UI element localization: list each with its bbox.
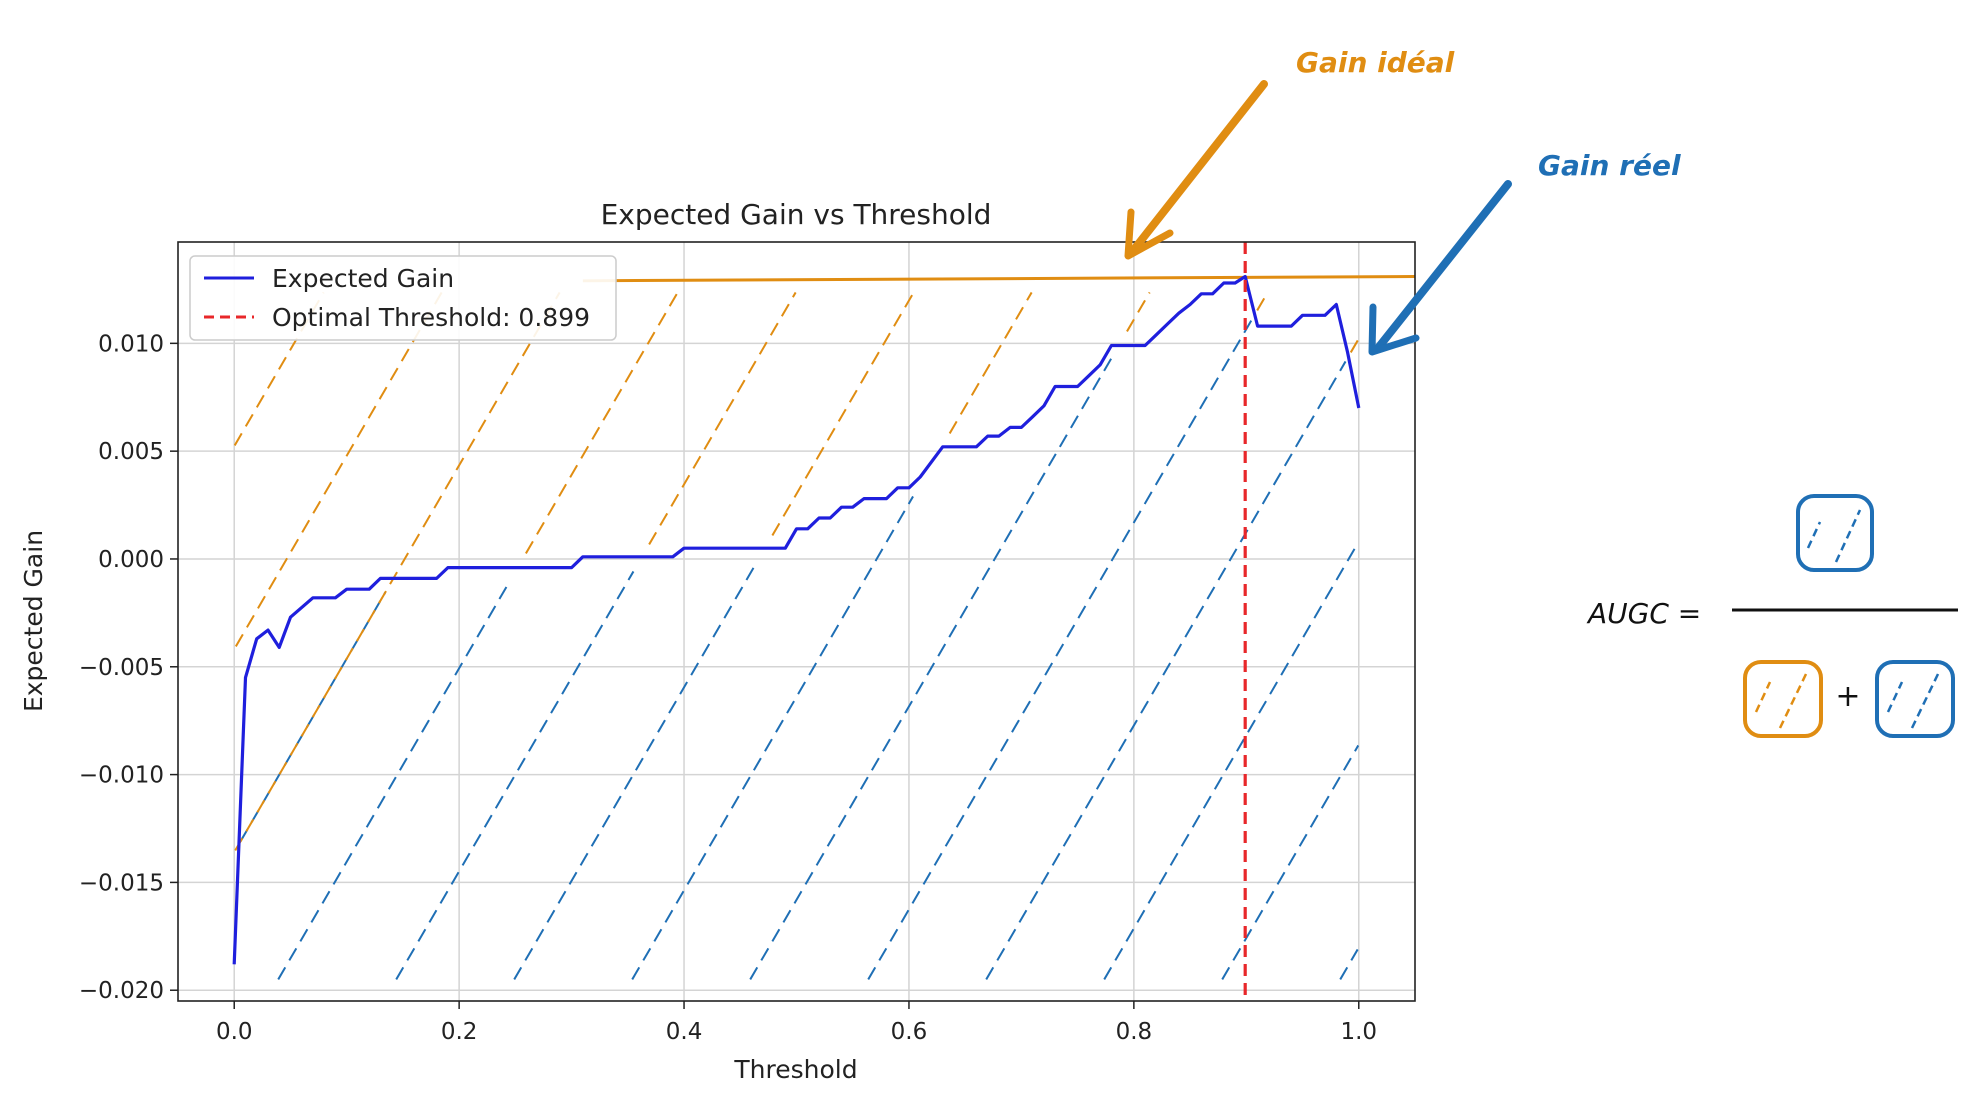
y-tick-label: 0.010 [98,331,164,357]
y-tick-label: −0.005 [79,655,164,681]
hatch-line-real [985,360,1347,980]
hatch-line-ideal [1256,291,1269,311]
x-tick-label: 0.6 [891,1019,928,1045]
x-tick-label: 0.8 [1116,1019,1153,1045]
legend-label-expected-gain: Expected Gain [272,264,454,293]
label-ideal-gain: Gain idéal [1296,46,1455,79]
numerator-blue-box-icon [1796,494,1874,572]
arrow-ideal-shaft [1128,80,1268,256]
hatch-line-real [1339,948,1359,980]
augc-formula: AUGC = + [1586,494,1958,738]
x-tick-label: 0.2 [441,1019,478,1045]
denominator-orange-box-icon [1743,660,1823,738]
arrow-real-head-icon [1368,303,1420,356]
hatch-line-real [395,570,635,980]
hatch-line-real [277,579,512,980]
hatch-line-ideal [771,291,915,536]
hatch-line-real [749,357,1113,980]
arrow-real-shaft [1374,180,1512,352]
formula-plus: + [1835,679,1860,714]
chart-title: Expected Gain vs Threshold [601,198,992,231]
hatch-line-ideal [525,291,679,554]
hatch-line-ideal [948,291,1033,434]
y-axis-label: Expected Gain [19,530,48,712]
annotation-ideal: Gain idéal [1124,46,1455,260]
x-axis-label: Threshold [733,1055,857,1084]
legend: Expected Gain Optimal Threshold: 0.899 [189,255,617,341]
hatch-line-ideal [233,291,325,446]
x-tick-label: 1.0 [1340,1019,1377,1045]
formula-lhs: AUGC = [1586,597,1701,630]
series-expected-gain [232,274,1361,965]
hatch-line-ideal [234,291,443,647]
y-tick-label: 0.000 [98,547,164,573]
hatch-line-ideal [1126,291,1151,332]
hatch-line-real [1103,543,1358,980]
x-tick-label: 0.0 [216,1019,253,1045]
plot-frame [177,241,1416,1002]
hatch-line-ideal [648,291,797,545]
grid-lines [178,242,1415,1001]
hatch-line-real [513,561,758,980]
legend-box [189,255,617,341]
label-real-gain: Gain réel [1538,149,1681,182]
annotation-real: Gain réel [1368,149,1681,356]
legend-label-optimal-threshold: Optimal Threshold: 0.899 [272,303,590,332]
y-tick-label: −0.010 [79,763,164,789]
hatch-line-ideal [234,291,561,851]
hatch-line-real [631,495,914,980]
ideal-gain-line [582,275,1416,283]
y-tick-label: −0.015 [79,870,164,896]
hatch-fill [233,291,1360,980]
y-tick-label: 0.005 [98,439,164,465]
hatch-line-real [1221,744,1360,980]
y-tick-label: −0.020 [79,978,164,1004]
arrow-ideal-head-icon [1124,208,1174,260]
hatch-line-real [867,318,1253,980]
denominator-blue-box-icon [1875,660,1955,738]
x-tick-label: 0.4 [666,1019,703,1045]
hatch-line-ideal [1349,339,1359,353]
